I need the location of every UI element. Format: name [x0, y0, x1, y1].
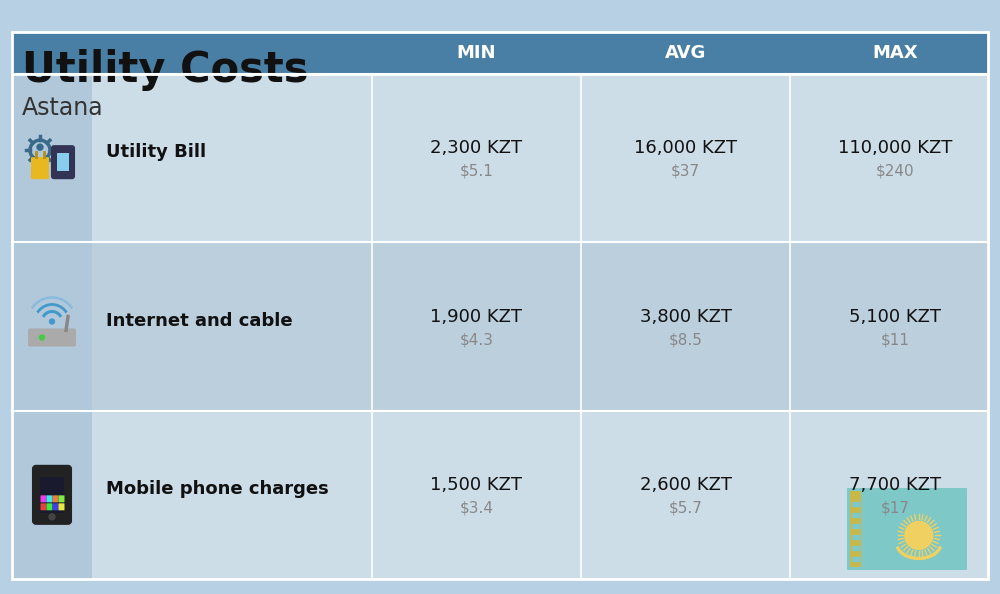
Text: 5,100 KZT: 5,100 KZT	[849, 308, 941, 326]
FancyBboxPatch shape	[12, 74, 988, 242]
Text: AVG: AVG	[665, 44, 706, 62]
Text: Internet and cable: Internet and cable	[106, 311, 293, 330]
Circle shape	[40, 335, 44, 340]
FancyBboxPatch shape	[12, 242, 988, 410]
Text: 3,800 KZT: 3,800 KZT	[640, 308, 732, 326]
FancyBboxPatch shape	[46, 503, 52, 510]
Bar	[852, 502, 859, 506]
Text: $17: $17	[881, 500, 910, 516]
Text: Utility Costs: Utility Costs	[22, 49, 308, 91]
Text: $11: $11	[881, 332, 910, 347]
Text: $5.7: $5.7	[669, 500, 702, 516]
Circle shape	[37, 144, 43, 150]
Bar	[852, 557, 859, 561]
FancyBboxPatch shape	[52, 503, 58, 510]
Text: $5.1: $5.1	[460, 164, 493, 179]
FancyBboxPatch shape	[28, 328, 76, 346]
Text: $8.5: $8.5	[669, 332, 702, 347]
Text: 1,500 KZT: 1,500 KZT	[430, 476, 522, 494]
FancyBboxPatch shape	[847, 488, 967, 570]
FancyBboxPatch shape	[40, 495, 46, 503]
FancyBboxPatch shape	[52, 146, 74, 178]
Text: 2,600 KZT: 2,600 KZT	[640, 476, 732, 494]
Text: 2,300 KZT: 2,300 KZT	[430, 139, 523, 157]
Text: 7,700 KZT: 7,700 KZT	[849, 476, 941, 494]
Circle shape	[905, 522, 933, 549]
Text: $3.4: $3.4	[460, 500, 494, 516]
FancyBboxPatch shape	[31, 157, 49, 179]
Text: 110,000 KZT: 110,000 KZT	[838, 139, 952, 157]
Text: Mobile phone charges: Mobile phone charges	[106, 480, 329, 498]
Text: Utility Bill: Utility Bill	[106, 143, 206, 161]
Text: $4.3: $4.3	[460, 332, 494, 347]
FancyBboxPatch shape	[46, 495, 52, 503]
Bar	[852, 546, 859, 550]
FancyBboxPatch shape	[12, 410, 988, 579]
Text: Astana: Astana	[22, 96, 104, 120]
Text: $240: $240	[876, 164, 914, 179]
Text: 1,900 KZT: 1,900 KZT	[430, 308, 522, 326]
FancyBboxPatch shape	[33, 466, 71, 524]
Text: MAX: MAX	[872, 44, 918, 62]
Bar	[852, 535, 859, 539]
FancyBboxPatch shape	[40, 477, 64, 513]
Text: 16,000 KZT: 16,000 KZT	[634, 139, 737, 157]
FancyBboxPatch shape	[58, 495, 64, 503]
Bar	[852, 513, 859, 517]
Text: MIN: MIN	[457, 44, 496, 62]
FancyBboxPatch shape	[52, 495, 58, 503]
FancyBboxPatch shape	[12, 74, 92, 242]
FancyBboxPatch shape	[12, 32, 988, 74]
Circle shape	[49, 514, 55, 520]
Circle shape	[50, 319, 54, 324]
FancyBboxPatch shape	[40, 503, 46, 510]
FancyBboxPatch shape	[12, 410, 92, 579]
FancyBboxPatch shape	[12, 242, 92, 410]
Bar	[852, 524, 859, 528]
Text: $37: $37	[671, 164, 700, 179]
FancyBboxPatch shape	[57, 153, 69, 171]
FancyBboxPatch shape	[58, 503, 64, 510]
FancyBboxPatch shape	[850, 491, 861, 567]
